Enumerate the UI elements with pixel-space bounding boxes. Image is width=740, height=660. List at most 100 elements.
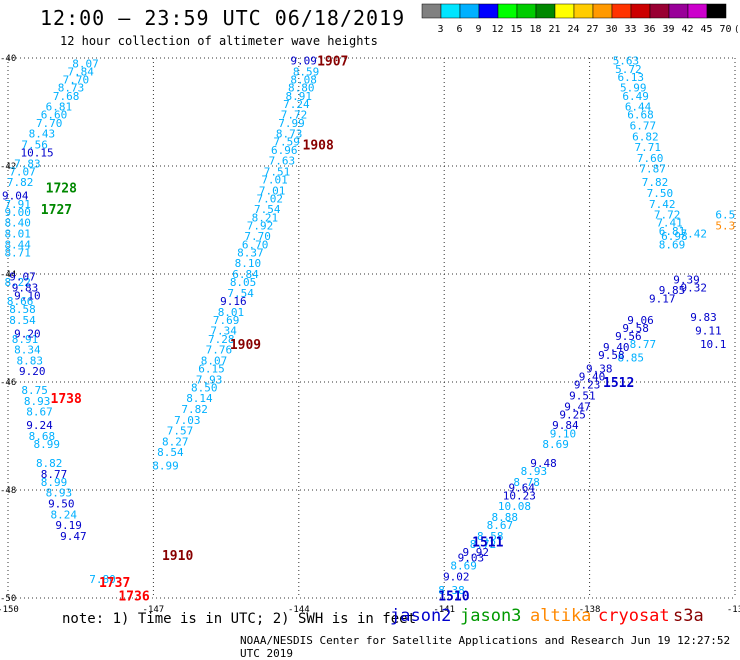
wave-height-point: 8.01 [218, 306, 245, 319]
wave-height-point: 7.02 [256, 192, 283, 205]
wave-height-point: 9.03 [458, 552, 485, 565]
pass-time-label: 1738 [51, 392, 82, 407]
wave-height-point: 8.58 [9, 303, 36, 316]
wave-height-point: 6.49 [622, 90, 649, 103]
wave-height-point: 8.78 [513, 476, 540, 489]
wave-height-point: 8.77 [630, 338, 657, 351]
wave-height-point: 8.75 [21, 384, 48, 397]
wave-height-point: 8.58 [477, 530, 504, 543]
y-tick-label: -50 [0, 594, 16, 604]
wave-height-point: 7.70 [36, 117, 63, 130]
colorbar-label: 21 [548, 24, 560, 35]
footer-note: note: 1) Time is in UTC; 2) SWH is in fe… [62, 611, 417, 627]
wave-height-point: 7.69 [213, 314, 240, 327]
wave-height-point: 9.24 [26, 419, 53, 432]
colorbar-label: 6 [456, 24, 462, 35]
x-tick-label: -138 [579, 605, 601, 615]
colorbar-label: 42 [681, 24, 693, 35]
wave-height-point: 10.15 [21, 147, 54, 160]
wave-height-point: 7.92 [247, 219, 274, 232]
wave-height-point: 6.13 [618, 71, 645, 84]
wave-height-point: 8.14 [186, 392, 213, 405]
wave-height-point: 8.27 [162, 435, 189, 448]
wave-height-point: 7.93 [196, 373, 223, 386]
wave-height-point: 9.47 [564, 400, 591, 413]
wave-height-point: 8.34 [14, 344, 41, 357]
wave-height-point: 5.3 [715, 219, 735, 232]
wave-height-point: 9.50 [48, 498, 75, 511]
wave-height-point: 9.56 [615, 330, 642, 343]
colorbar-label: 9 [475, 24, 481, 35]
wave-height-point: 8.54 [157, 446, 184, 459]
chart-title: 12:00 – 23:59 UTC 06/18/2019 [40, 6, 406, 30]
wave-height-point: 6.77 [630, 120, 657, 133]
colorbar-label: 24 [567, 24, 579, 35]
legend-s3a: s3a [673, 606, 704, 626]
wave-height-point: 8.69 [450, 560, 477, 573]
wave-height-point: 10.08 [498, 500, 531, 513]
x-tick-label: -13 [727, 605, 740, 615]
wave-height-point: 8.67 [26, 406, 53, 419]
colorbar-label: 15 [510, 24, 522, 35]
wave-height-point: 9.10 [14, 290, 41, 303]
wave-height-point: 7.54 [227, 287, 254, 300]
wave-height-point: 9.00 [4, 206, 31, 219]
wave-height-point: 8.72 [470, 538, 497, 551]
wave-height-point: 6.60 [41, 109, 68, 122]
wave-height-point: 9.92 [462, 546, 489, 559]
wave-height-point: 8.73 [58, 82, 85, 95]
wave-height-point: 9.07 [9, 271, 36, 284]
wave-height-point: 8.40 [4, 217, 31, 230]
wave-height-point: 8.10 [235, 257, 262, 270]
wave-height-point: 8.69 [542, 438, 569, 451]
wave-height-point: 7.71 [635, 141, 662, 154]
wave-height-point: 7.01 [261, 174, 288, 187]
wave-height-point: 8.22 [4, 276, 31, 289]
legend-jason3: jason3 [460, 606, 522, 626]
wave-height-point: 7.07 [9, 165, 36, 178]
wave-height-point: 9.09 [290, 55, 317, 68]
wave-height-point: 6.81 [46, 101, 73, 114]
wave-height-point: 9.85 [659, 284, 686, 297]
wave-height-point: 8.77 [41, 468, 68, 481]
wave-height-point: 7.42 [649, 198, 676, 211]
wave-height-point: 10.23 [503, 489, 536, 502]
wave-height-point: 9.17 [649, 292, 676, 305]
wave-height-point: 7.50 [647, 187, 674, 200]
wave-height-point: 9.51 [569, 390, 596, 403]
wave-height-point: 8.93 [24, 395, 51, 408]
wave-height-point: 7.84 [67, 66, 94, 79]
legend-altika: altika [530, 606, 592, 626]
wave-height-point: 8.08 [290, 74, 317, 87]
wave-height-point: 9.84 [552, 419, 579, 432]
colorbar-unit: (ft) [734, 25, 740, 35]
wave-height-point: 7.83 [14, 157, 41, 170]
wave-height-point: 9.58 [598, 349, 625, 362]
wave-height-point: 8.66 [7, 295, 34, 308]
wave-height-point: 6.82 [632, 130, 659, 143]
pass-time-label: 1727 [41, 203, 72, 218]
colorbar-label: 30 [605, 24, 617, 35]
wave-height-point: 8.80 [288, 82, 315, 95]
chart-subtitle: 12 hour collection of altimeter wave hei… [60, 34, 378, 48]
pass-time-label: 1737 [99, 576, 130, 591]
wave-height-point: 9.32 [681, 282, 708, 295]
wave-height-point: 9.83 [12, 282, 39, 295]
wave-height-point: 9.11 [695, 325, 722, 338]
wave-height-point: 9.04 [2, 190, 29, 203]
wave-height-point: 8.99 [41, 476, 68, 489]
wave-height-point: 7.68 [53, 90, 80, 103]
wave-height-point: 9.06 [627, 314, 654, 327]
wave-height-point: 6.84 [232, 268, 259, 281]
x-tick-label: -141 [433, 605, 455, 615]
wave-height-point: 8.93 [521, 465, 548, 478]
wave-height-point: 5.72 [615, 63, 642, 76]
x-tick-label: -150 [0, 605, 19, 615]
wave-height-point: 10.1 [700, 338, 727, 351]
wave-height-point: 6.5 [715, 209, 735, 222]
wave-height-point: 8.05 [230, 276, 257, 289]
wave-height-point: 7.87 [639, 163, 666, 176]
colorbar-label: 70 [719, 24, 731, 35]
